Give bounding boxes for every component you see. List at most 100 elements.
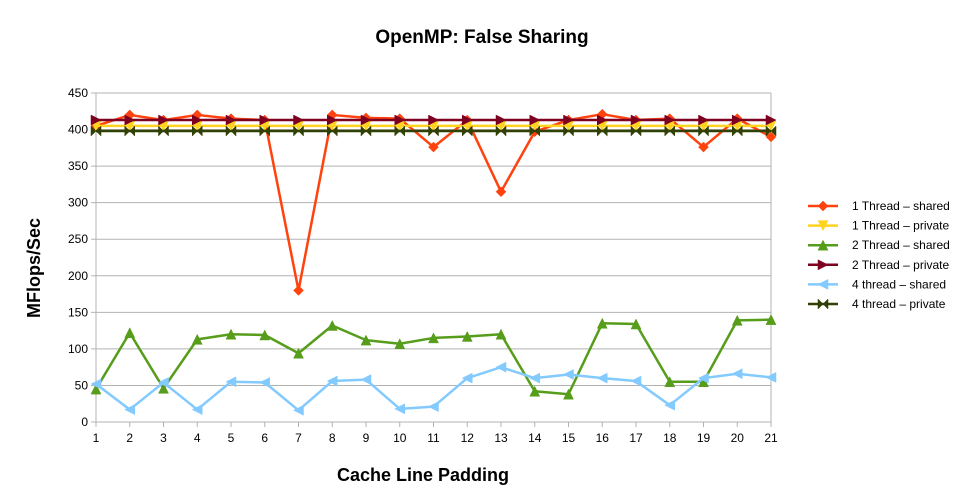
x-tick-label: 7: [295, 431, 302, 445]
data-point: [462, 114, 473, 126]
legend-swatch-marker: [817, 259, 829, 271]
series-4: [90, 114, 777, 126]
series-5: [90, 361, 777, 416]
x-tick-label: 11: [427, 431, 440, 445]
data-point: [563, 125, 574, 137]
data-point: [597, 114, 608, 126]
x-tick-label: 16: [596, 431, 610, 445]
x-tick-label: 17: [629, 431, 643, 445]
data-point: [596, 317, 608, 329]
data-point: [597, 125, 608, 137]
x-tick-label: 5: [228, 431, 235, 445]
data-point: [529, 385, 541, 397]
data-point: [765, 125, 777, 137]
data-point: [158, 114, 170, 126]
y-tick-label: 0: [81, 415, 88, 429]
x-tick-label: 14: [528, 431, 542, 445]
data-point: [428, 141, 439, 153]
legend-label: 4 thread – private: [852, 297, 946, 311]
data-point: [124, 404, 135, 415]
data-point: [698, 125, 709, 137]
data-point: [495, 186, 507, 198]
data-point: [292, 404, 304, 416]
legend-item-3: 2 Thread – shared: [808, 238, 950, 252]
data-point: [158, 382, 169, 394]
data-point: [360, 334, 372, 346]
x-axis-ticks: 1 2 3 4 5 6 7 8 9 10 11 12 13 14 15 16 17 18 19 20 21: [93, 431, 778, 445]
data-point: [732, 114, 743, 126]
y-axis-ticks: 0 50 100 150 200 250 300 350 400 450: [68, 86, 88, 429]
data-point: [731, 368, 743, 380]
data-point: [495, 361, 507, 373]
series-3: [90, 314, 777, 400]
legend: 1 Thread – shared 1 Thread – private 2 Thr…: [808, 199, 950, 311]
data-point: [630, 318, 642, 330]
data-point: [326, 319, 338, 331]
data-point: [698, 141, 709, 153]
data-point: [191, 404, 203, 415]
data-point: [293, 114, 305, 126]
data-point: [765, 114, 777, 126]
data-point: [562, 369, 574, 380]
x-tick-label: 10: [393, 431, 407, 445]
data-point: [428, 125, 439, 137]
data-point: [664, 399, 675, 411]
legend-swatch-marker: [817, 239, 829, 251]
x-tick-label: 2: [126, 431, 133, 445]
x-tick-label: 18: [663, 431, 677, 445]
legend-item-2: 1 Thread – private: [808, 219, 949, 233]
data-point: [90, 125, 102, 137]
data-point: [225, 125, 237, 137]
data-point: [192, 125, 203, 137]
data-point: [259, 377, 270, 388]
data-point: [90, 114, 102, 126]
data-point: [124, 327, 136, 339]
data-point: [563, 388, 574, 400]
legend-label: 1 Thread – private: [852, 219, 949, 233]
data-point: [158, 125, 169, 137]
series-layer: [90, 108, 777, 416]
legend-label: 1 Thread – shared: [852, 199, 950, 213]
legend-item-4: 2 Thread – private: [808, 258, 949, 272]
x-tick-label: 20: [731, 431, 745, 445]
data-point: [259, 114, 271, 126]
x-tick-label: 9: [363, 431, 370, 445]
y-tick-label: 250: [68, 232, 88, 246]
x-tick-label: 19: [697, 431, 711, 445]
data-point: [461, 372, 473, 384]
data-point: [765, 314, 777, 325]
data-point: [428, 332, 439, 344]
x-tick-label: 15: [562, 431, 576, 445]
data-point: [394, 403, 405, 415]
data-point: [293, 347, 304, 359]
data-point: [360, 114, 372, 126]
data-point: [529, 114, 541, 126]
data-point: [124, 114, 136, 126]
y-tick-label: 200: [68, 269, 88, 283]
data-point: [765, 371, 777, 383]
data-point: [495, 328, 507, 340]
y-tick-label: 350: [68, 159, 88, 173]
data-point: [664, 376, 676, 388]
y-tick-label: 450: [68, 86, 88, 100]
data-point: [360, 374, 372, 386]
y-tick-label: 50: [75, 378, 89, 392]
data-point: [529, 372, 540, 384]
x-tick-label: 6: [261, 431, 268, 445]
data-point: [664, 114, 676, 126]
legend-item-5: 4 thread – shared: [808, 277, 946, 291]
data-point: [293, 125, 304, 137]
legend-swatch-marker: [817, 298, 829, 310]
data-point: [698, 114, 710, 126]
legend-swatch-marker: [817, 278, 829, 290]
data-point: [191, 333, 203, 345]
data-point: [259, 329, 271, 341]
x-tick-label: 4: [194, 431, 201, 445]
data-point: [394, 114, 406, 126]
x-tick-label: 13: [494, 431, 508, 445]
data-point: [157, 377, 169, 388]
data-point: [427, 401, 439, 413]
legend-swatch-marker: [817, 200, 829, 212]
data-point: [462, 125, 473, 137]
x-tick-label: 3: [160, 431, 167, 445]
